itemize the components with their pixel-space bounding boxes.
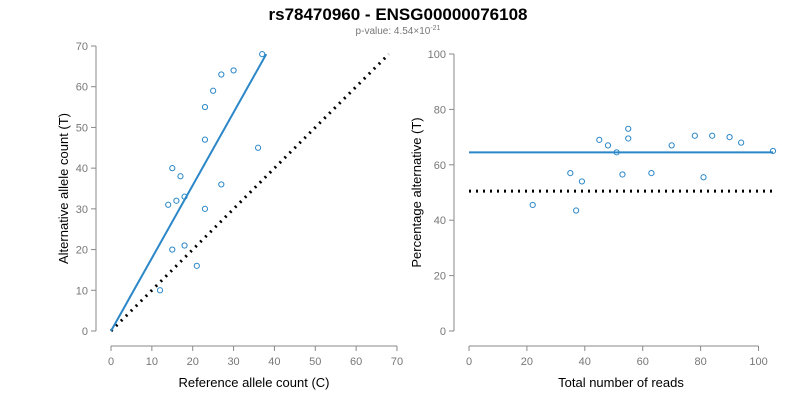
data-point <box>169 246 176 253</box>
x-tick-label: 10 <box>146 356 158 368</box>
x-axis-title: Total number of reads <box>558 375 684 390</box>
data-point <box>578 178 586 185</box>
data-point <box>648 170 655 177</box>
data-point <box>691 132 698 139</box>
y-tick-label: 0 <box>440 326 446 338</box>
data-point <box>596 136 603 143</box>
data-point <box>181 242 188 249</box>
data-point <box>201 136 209 143</box>
y-tick-label: 40 <box>76 163 88 175</box>
left-panel-count-scatter: 0 10 20 30 40 50 60 70 Reference allele count (C… <box>56 41 403 390</box>
y-tick-label: 30 <box>76 204 88 216</box>
data-point <box>567 170 574 177</box>
x-tick-label: 70 <box>391 356 403 368</box>
p-value-exponent: -21 <box>430 25 440 32</box>
data-point <box>181 193 188 200</box>
y-axis-title: Percentage alternative (T) <box>409 117 424 267</box>
y-tick-label: 100 <box>428 49 446 61</box>
data-point <box>668 142 675 149</box>
data-point <box>738 139 745 146</box>
data-point <box>573 207 580 214</box>
data-point <box>210 87 217 94</box>
reference-line <box>109 53 390 333</box>
y-tick-label: 20 <box>434 271 446 283</box>
y-tick-label: 70 <box>76 41 88 53</box>
x-tick-label: 50 <box>309 356 321 368</box>
chart-title: rs78470960 - ENSG00000076108 <box>269 5 528 24</box>
x-tick-label: 80 <box>694 356 706 368</box>
y-tick-label: 80 <box>434 104 446 116</box>
data-point <box>625 135 632 142</box>
data-point <box>709 132 716 139</box>
data-point <box>726 134 733 141</box>
x-tick-label: 0 <box>108 356 114 368</box>
y-tick-label: 50 <box>76 122 88 134</box>
data-point <box>613 149 620 156</box>
data-point <box>619 171 626 178</box>
data-point <box>259 51 266 58</box>
chart-subtitle: p-value: 4.54×10-21 <box>356 25 441 37</box>
data-point <box>254 144 262 151</box>
p-value-text: p-value: 4.54×10 <box>356 26 431 37</box>
data-point <box>529 201 536 209</box>
fit-line <box>110 53 268 332</box>
data-point <box>193 262 200 269</box>
x-tick-label: 40 <box>579 356 591 368</box>
data-point <box>769 147 777 155</box>
data-point <box>218 71 225 78</box>
data-point <box>625 125 632 132</box>
x-tick-label: 0 <box>466 356 472 368</box>
data-point <box>700 174 707 181</box>
data-point <box>604 142 612 149</box>
data-point <box>201 205 209 212</box>
data-point <box>156 287 164 294</box>
data-point <box>173 197 180 204</box>
x-tick-label: 40 <box>268 356 280 368</box>
data-point <box>230 67 237 74</box>
x-tick-label: 30 <box>227 356 239 368</box>
y-tick-label: 10 <box>76 285 88 297</box>
y-tick-label: 60 <box>434 160 446 172</box>
data-point <box>218 181 225 188</box>
y-tick-label: 20 <box>76 245 88 257</box>
right-panel-percentage-scatter: 0 20 40 60 80 100 Total number of reads 0 20 40 60… <box>409 49 777 390</box>
y-tick-label: 60 <box>76 82 88 94</box>
data-point <box>165 201 172 208</box>
x-tick-label: 60 <box>637 356 649 368</box>
x-tick-label: 20 <box>187 356 199 368</box>
x-tick-label: 100 <box>749 356 767 368</box>
x-tick-label: 20 <box>521 356 533 368</box>
y-tick-label: 0 <box>82 326 88 338</box>
y-tick-label: 40 <box>434 215 446 227</box>
data-point <box>169 165 176 172</box>
x-tick-label: 60 <box>350 356 362 368</box>
x-axis-title: Reference allele count (C) <box>178 375 329 390</box>
data-point <box>201 103 209 111</box>
y-axis-title: Alternative allele count (T) <box>56 113 71 264</box>
data-point <box>177 173 184 180</box>
